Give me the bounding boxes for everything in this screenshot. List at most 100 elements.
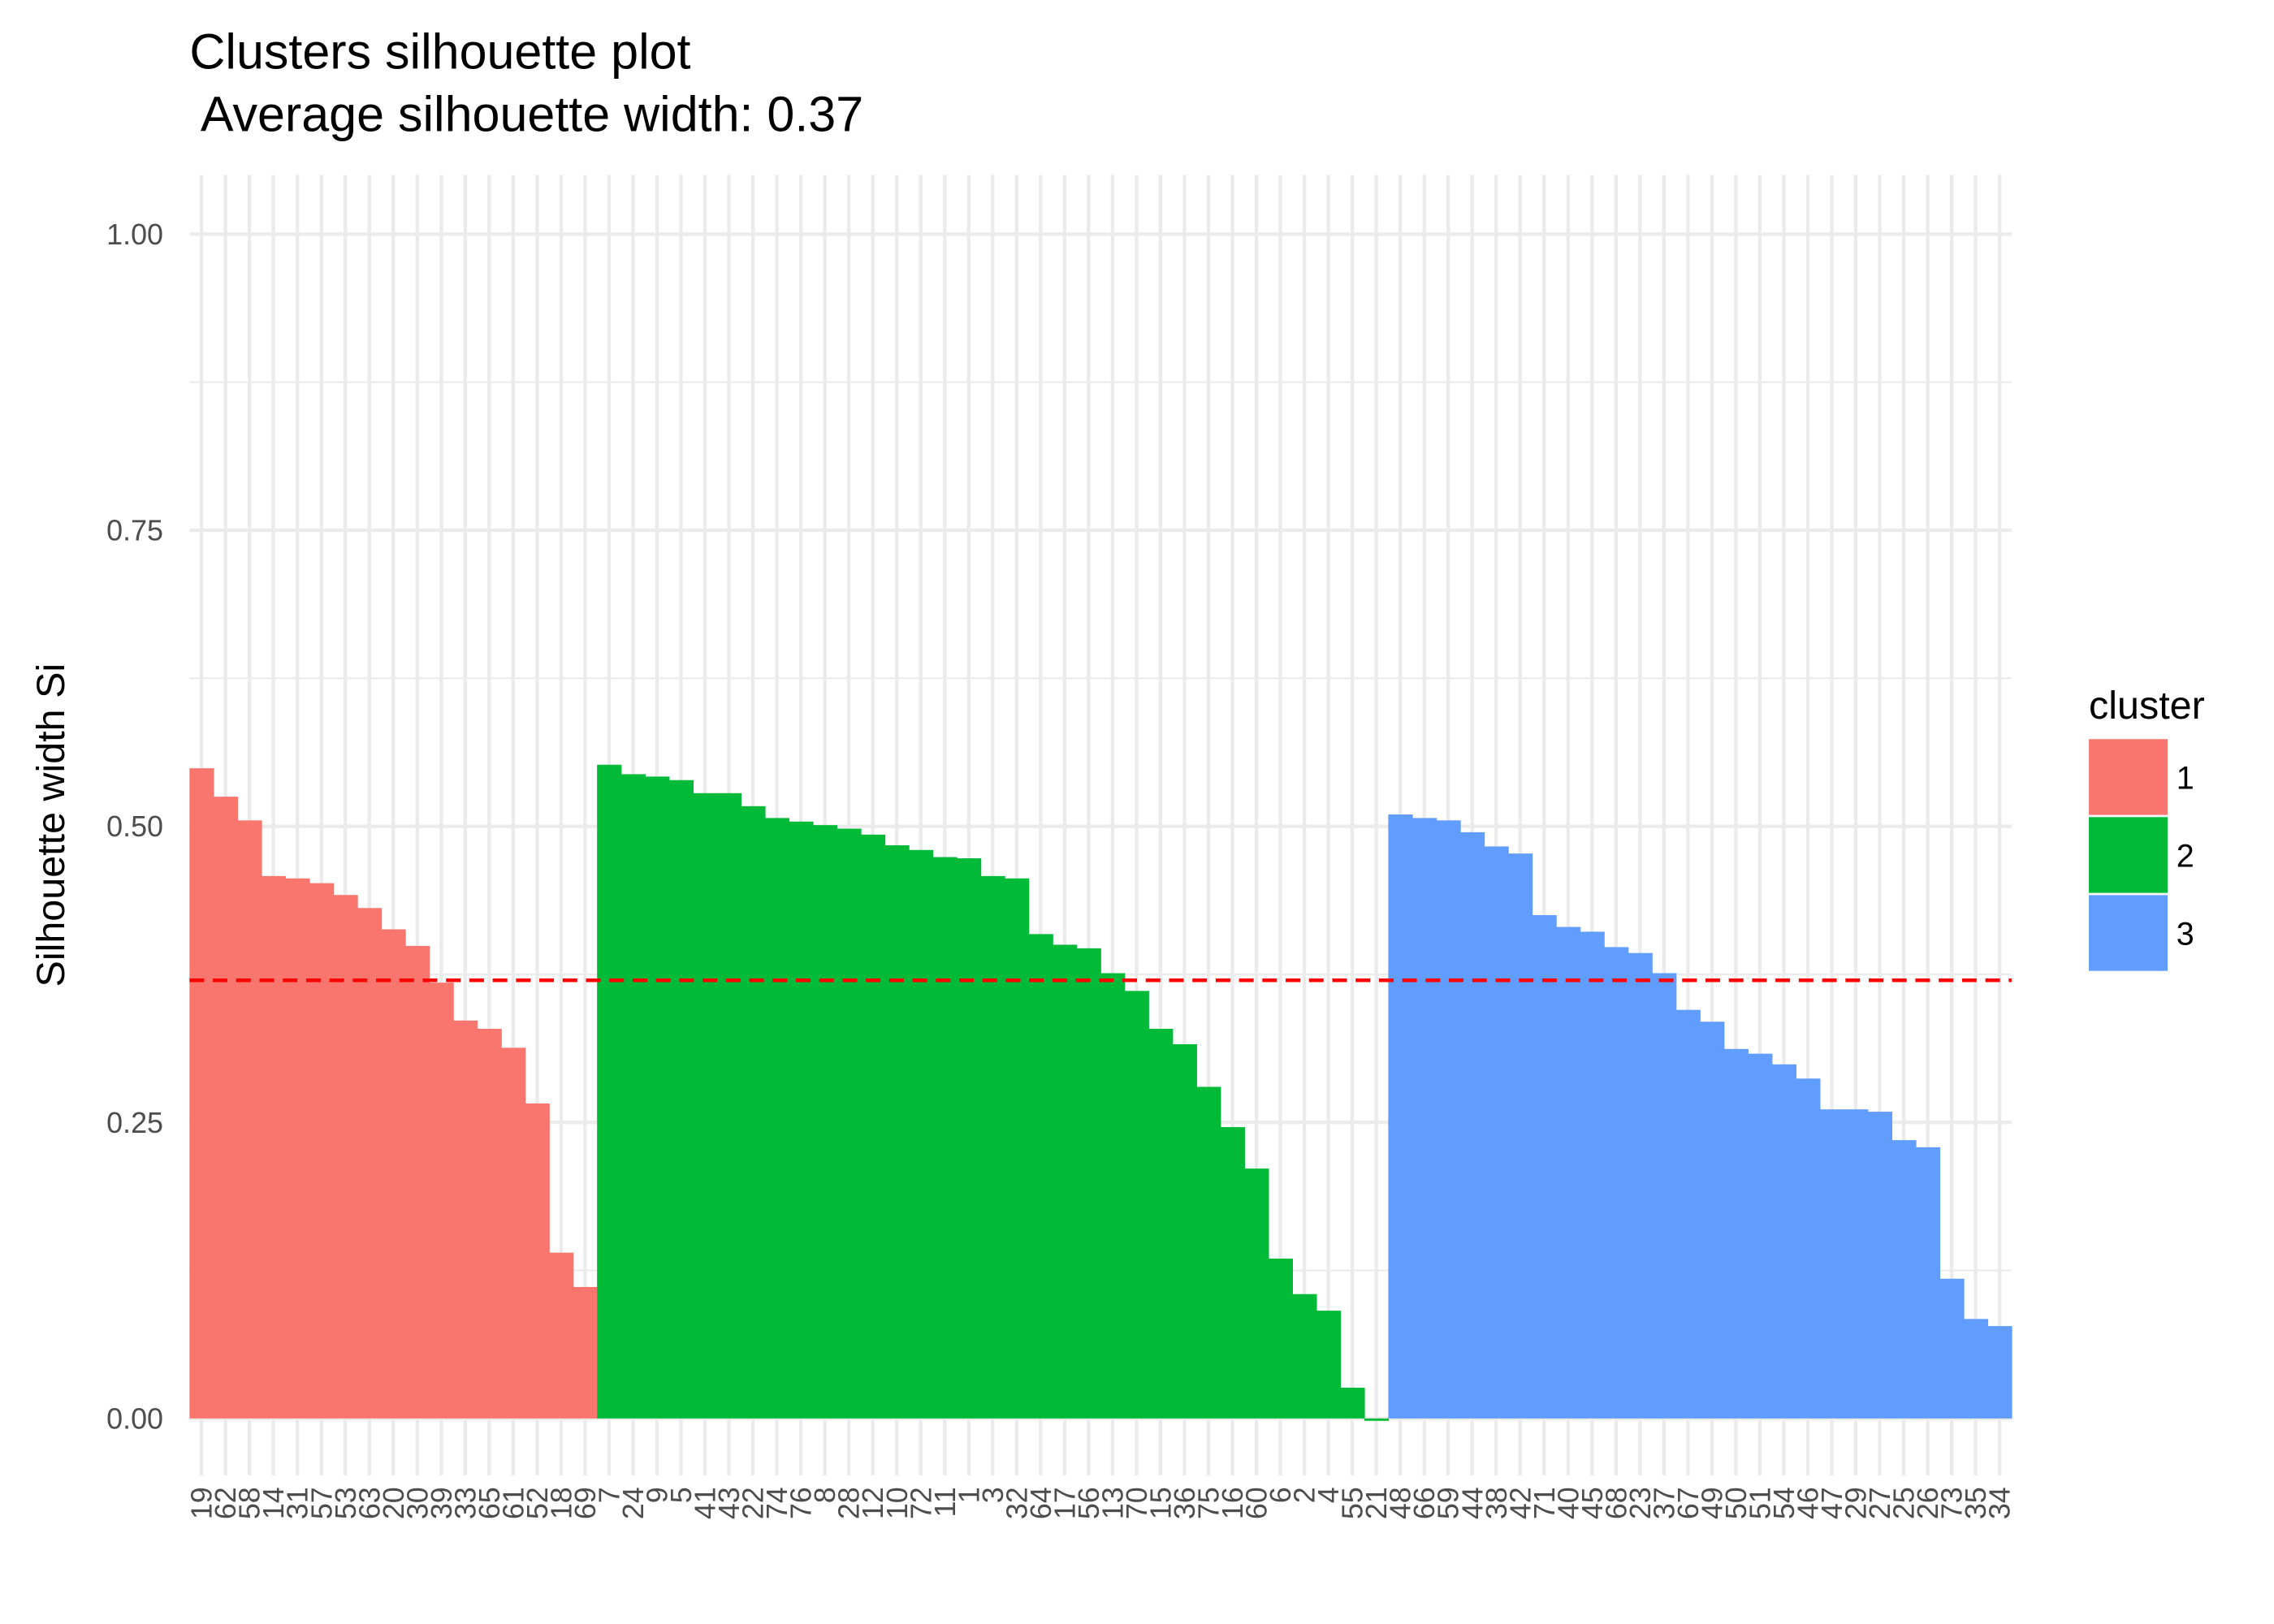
bar: [1987, 1326, 2012, 1419]
bar: [189, 768, 214, 1419]
x-tick-label: 19: [186, 1487, 218, 1519]
x-tick-label: 26: [1912, 1487, 1944, 1519]
bar: [980, 875, 1005, 1419]
bar: [668, 780, 694, 1419]
bar: [525, 1103, 550, 1419]
x-tick-label: 70: [1121, 1487, 1153, 1519]
bar: [405, 945, 430, 1419]
bar: [741, 806, 766, 1419]
x-tick-label: 5: [665, 1487, 698, 1503]
y-tick-label: 1.00: [106, 218, 163, 251]
legend-label: 2: [2177, 838, 2194, 874]
x-tick-label: 42: [1504, 1487, 1537, 1519]
bar: [1388, 814, 1413, 1419]
bar: [789, 821, 814, 1419]
bar: [357, 908, 383, 1419]
bar: [1436, 820, 1461, 1419]
x-tick-label: 27: [1864, 1487, 1896, 1519]
bar: [429, 983, 454, 1419]
x-tick-label: 20: [378, 1487, 410, 1519]
bar: [860, 834, 886, 1419]
x-tick-label: 66: [1408, 1487, 1441, 1519]
bar: [285, 878, 310, 1419]
x-tick-label: 50: [1720, 1487, 1753, 1519]
x-tick-label: 57: [305, 1487, 338, 1519]
x-tick-label: 69: [569, 1487, 602, 1519]
x-tick-label: 54: [1768, 1487, 1801, 1519]
bar: [957, 857, 982, 1419]
bar: [1796, 1078, 1821, 1419]
legend-key: [2089, 739, 2168, 815]
y-axis-label: Silhouette width Si: [29, 663, 73, 987]
x-tick-label: 53: [330, 1487, 362, 1519]
bar: [1172, 1043, 1197, 1419]
x-tick-label: 62: [210, 1487, 242, 1519]
bar: [1867, 1112, 1893, 1419]
x-tick-label: 33: [449, 1487, 482, 1519]
bar: [453, 1020, 478, 1419]
x-tick-label: 46: [1792, 1487, 1825, 1519]
bar: [213, 797, 239, 1419]
x-tick-label: 12: [857, 1487, 889, 1519]
bar: [1244, 1168, 1269, 1419]
x-tick-label: 22: [737, 1487, 770, 1519]
x-tick-label: 11: [929, 1487, 962, 1517]
x-tick-label: 31: [282, 1487, 314, 1519]
x-tick-label: 16: [1217, 1487, 1249, 1519]
x-tick-label: 41: [690, 1487, 722, 1519]
chart-title: Clusters silhouette plot: [189, 24, 690, 79]
bar: [1844, 1109, 1869, 1419]
x-tick-label: 32: [1001, 1487, 1033, 1519]
legend-label: 3: [2177, 916, 2194, 952]
bar: [1580, 931, 1605, 1419]
bar: [1292, 1294, 1317, 1419]
bar: [1771, 1064, 1796, 1419]
x-tick-label: 45: [1576, 1487, 1609, 1519]
x-tick-label: 13: [1096, 1487, 1129, 1519]
bar: [1076, 948, 1101, 1419]
x-tick-label: 10: [881, 1487, 914, 1519]
bar: [716, 793, 742, 1419]
x-tick-label: 21: [1360, 1487, 1393, 1519]
y-tick-label: 0.25: [106, 1107, 163, 1139]
bar: [1196, 1086, 1221, 1419]
bar: [932, 857, 958, 1419]
bar: [1028, 934, 1053, 1419]
x-tick-label: 29: [1840, 1487, 1873, 1519]
x-tick-label: 49: [1696, 1487, 1728, 1519]
bar: [812, 825, 838, 1419]
bar: [333, 895, 358, 1419]
bar: [1148, 1029, 1174, 1419]
x-tick-label: 7: [594, 1487, 626, 1503]
bar: [908, 849, 934, 1419]
x-tick-label: 61: [497, 1487, 530, 1519]
bar: [1723, 1048, 1749, 1419]
x-tick-label: 47: [1816, 1487, 1848, 1519]
bar: [549, 1252, 574, 1419]
x-tick-label: 38: [1481, 1487, 1513, 1519]
x-tick-label: 52: [521, 1487, 554, 1519]
bar: [1556, 926, 1581, 1419]
bar: [1459, 831, 1485, 1419]
bar: [764, 818, 790, 1419]
x-tick-label: 44: [1456, 1487, 1489, 1519]
bar: [1939, 1278, 1965, 1419]
chart-subtitle: Average silhouette width: 0.37: [189, 87, 863, 142]
x-tick-label: 71: [1528, 1487, 1561, 1519]
x-tick-label: 35: [1960, 1487, 1992, 1519]
bar: [1507, 853, 1533, 1419]
x-tick-label: 17: [1048, 1487, 1081, 1519]
bar: [884, 844, 910, 1419]
x-tick-label: 1: [953, 1487, 985, 1503]
bar: [837, 828, 862, 1419]
bar: [1412, 818, 1437, 1419]
x-tick-label: 65: [473, 1487, 506, 1519]
bar: [573, 1286, 598, 1419]
bar: [1100, 973, 1126, 1419]
bar: [597, 764, 622, 1419]
x-tick-label: 72: [905, 1487, 937, 1519]
x-tick-label: 59: [1433, 1487, 1465, 1519]
x-tick-label: 4: [1312, 1487, 1345, 1503]
bar: [1220, 1127, 1245, 1419]
